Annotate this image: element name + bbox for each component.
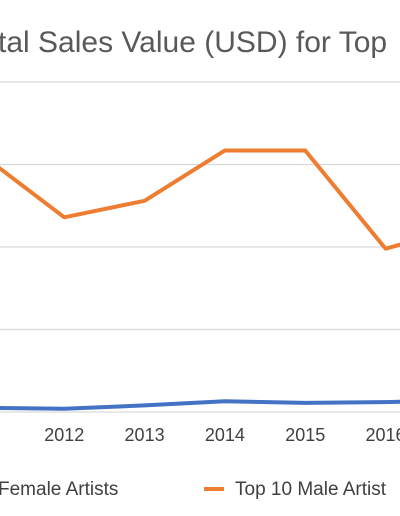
gridlines [0, 81, 400, 413]
chart-title: tal Sales Value (USD) for Top [0, 26, 387, 59]
x-tick-label-2012: 2012 [44, 425, 84, 445]
x-tick-label-2014: 2014 [205, 425, 245, 445]
legend-label-female-artists: Female Artists [0, 479, 118, 500]
legend: Female Artists Top 10 Male Artist [0, 479, 387, 500]
x-axis-tick-labels: 2012 2013 2014 2015 2016 [44, 425, 400, 445]
x-tick-label-2013: 2013 [125, 425, 165, 445]
series-lines [0, 148, 400, 411]
legend-label-male-artists: Top 10 Male Artist [235, 479, 387, 500]
x-tick-label-2015: 2015 [285, 425, 325, 445]
series-line-female-artists [0, 399, 400, 411]
series-line-male-artists [0, 148, 400, 251]
x-tick-label-2016: 2016 [366, 425, 400, 445]
